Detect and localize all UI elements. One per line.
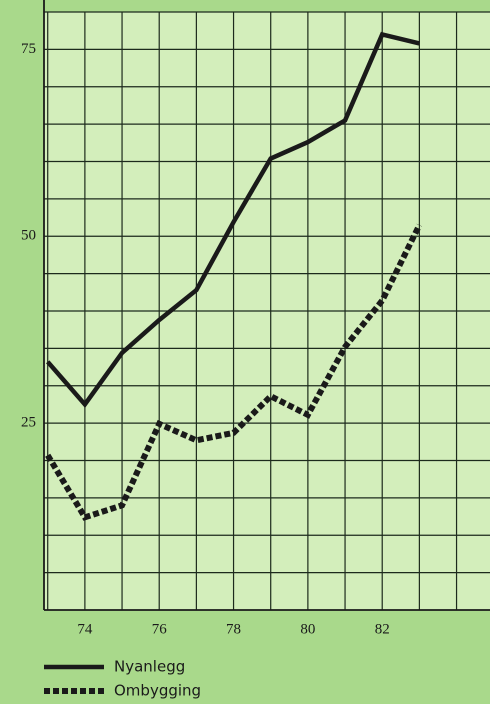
x-tick-label: 76 [152, 621, 168, 637]
lines [45, 31, 423, 521]
series-line [45, 223, 423, 521]
x-tick-label: 78 [226, 621, 241, 637]
series-line [46, 31, 420, 409]
x-tick-label: 82 [375, 621, 390, 637]
ticks: 25 50 75 74 76 78 80 82 [21, 41, 390, 638]
legend: Nyanlegg Ombygging [44, 658, 201, 700]
legend-label: Ombygging [114, 682, 201, 700]
y-tick-label: 50 [21, 228, 36, 244]
legend-label: Nyanlegg [114, 658, 185, 676]
y-tick-label: 25 [21, 415, 36, 431]
x-tick-label: 74 [77, 621, 93, 637]
x-tick-label: 80 [300, 621, 315, 637]
y-tick-label: 75 [21, 41, 36, 57]
grid [44, 11, 490, 610]
